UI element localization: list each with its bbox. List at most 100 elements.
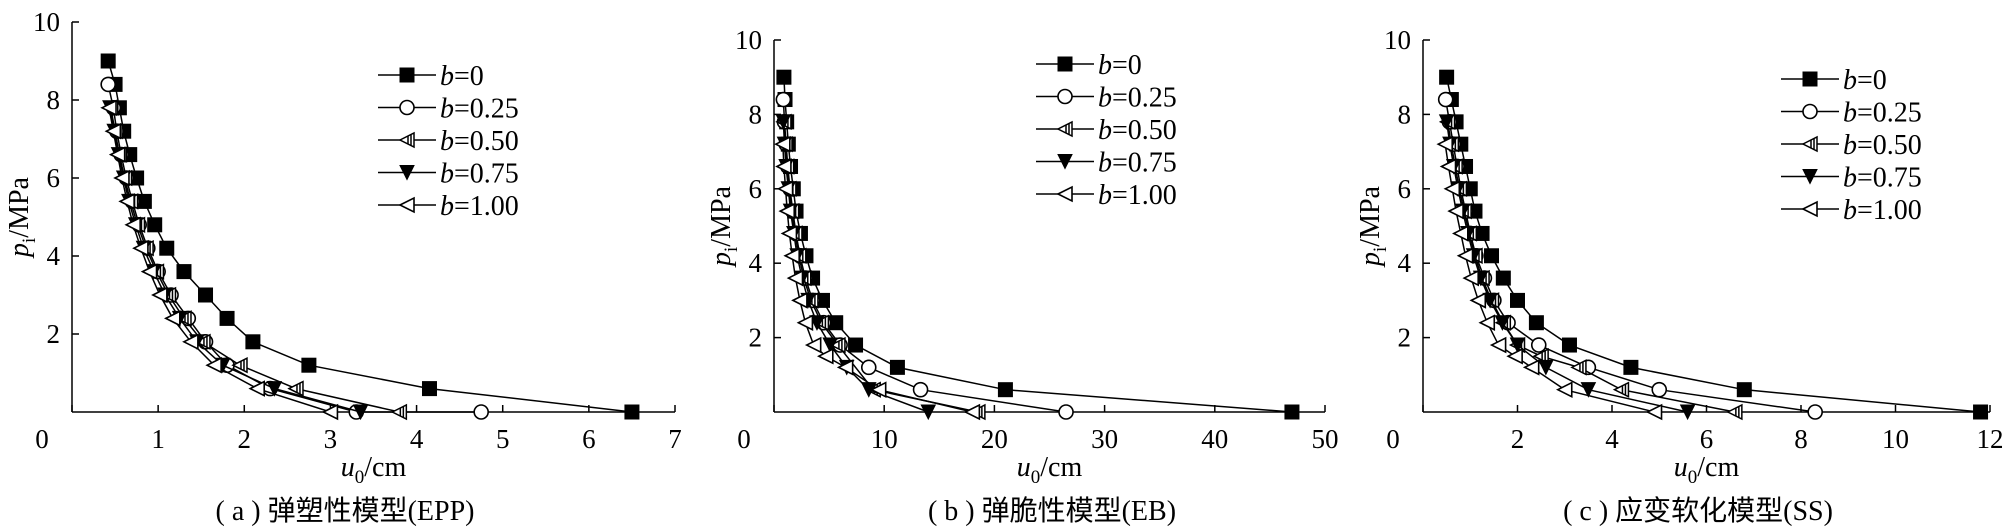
- legend-label: b=0.25: [1098, 83, 1177, 114]
- legend-entry: b=0: [1781, 65, 1887, 96]
- x-tick-label: 0: [1386, 424, 1400, 454]
- x-tick-label: 7: [668, 424, 682, 454]
- data-point: [963, 403, 981, 421]
- data-point: [100, 99, 117, 117]
- x-tick-label: 30: [1091, 424, 1118, 454]
- data-point: [1580, 382, 1597, 398]
- x-tick-label: 40: [1201, 424, 1228, 454]
- data-point: [1439, 69, 1455, 85]
- data-point: [1478, 314, 1496, 332]
- data-point: [1469, 292, 1487, 309]
- data-point: [108, 146, 126, 163]
- data-point: [1807, 404, 1823, 420]
- legend-label: b=1.00: [1098, 180, 1177, 211]
- data-point: [473, 404, 489, 420]
- legend-label: b=0: [1843, 65, 1887, 96]
- data-point: [1284, 404, 1300, 420]
- x-tick-label: 2: [1511, 424, 1525, 454]
- x-tick-label: 4: [410, 424, 424, 454]
- data-point: [829, 336, 846, 354]
- legend-entry: b=0.25: [1036, 83, 1177, 114]
- data-point: [817, 347, 834, 365]
- y-tick-label: 6: [47, 163, 61, 193]
- legend-marker: [1802, 169, 1818, 185]
- y-axis-label: pi/MPa: [4, 176, 40, 259]
- data-point: [1522, 359, 1540, 376]
- data-point: [822, 337, 839, 354]
- y-tick-label: 6: [749, 174, 763, 204]
- data-point: [1484, 248, 1500, 264]
- x-tick-label: 5: [496, 424, 510, 454]
- legend-entry: b=0.50: [378, 126, 519, 157]
- panel-caption: ( b ) 弹脆性模型(EB): [928, 495, 1176, 527]
- data-point: [848, 337, 864, 353]
- data-point: [783, 247, 800, 265]
- data-point: [176, 264, 192, 280]
- legend-marker: [1056, 120, 1073, 138]
- y-tick-label: 2: [1398, 323, 1412, 353]
- data-point: [104, 122, 122, 140]
- data-point: [1482, 292, 1498, 309]
- series-b=1.00: [774, 135, 981, 421]
- panel-caption: ( c ) 应变软化模型(SS): [1563, 495, 1833, 527]
- y-tick-label: 10: [33, 7, 60, 37]
- x-tick-label: 6: [1700, 424, 1714, 454]
- series-b=1.00: [1436, 135, 1663, 421]
- data-point: [889, 359, 905, 375]
- x-tick-label: 0: [35, 424, 49, 454]
- data-point: [1530, 337, 1547, 353]
- legend-entry: b=1.00: [378, 191, 519, 222]
- panel-c: 0 2 4 6 8 10 12 2 4 6 8 10 pi/MPa u0/cm ( c ) 应变软化模型(S…: [1355, 25, 2004, 527]
- series-line: [783, 121, 979, 413]
- legend-marker: [398, 131, 415, 149]
- data-point: [245, 334, 261, 350]
- x-tick-label: 10: [1882, 424, 1909, 454]
- data-point: [1438, 114, 1455, 130]
- x-tick-label: 0: [737, 424, 751, 454]
- series-b=0.25: [775, 91, 1074, 420]
- legend-entry: b=1.00: [1781, 195, 1922, 226]
- data-point: [1612, 381, 1630, 398]
- data-point: [198, 287, 214, 303]
- data-point: [1452, 225, 1469, 242]
- data-point: [219, 310, 235, 326]
- x-axis-label: u0/cm: [1674, 452, 1740, 488]
- data-point: [1058, 404, 1074, 420]
- legend-label: b=0: [440, 61, 484, 92]
- data-point: [248, 380, 266, 397]
- data-point: [1623, 359, 1639, 375]
- data-point: [352, 404, 369, 421]
- legend-marker: [1057, 88, 1073, 105]
- panel-b: 0 10 20 30 40 50 2 4 6 8 10 pi/MPa u0/cm ( b ) 弹脆性模型(…: [706, 25, 1339, 527]
- data-point: [421, 381, 437, 397]
- y-axis-label: pi/MPa: [1355, 185, 1391, 268]
- data-point: [1509, 337, 1526, 354]
- data-point: [775, 158, 792, 175]
- legend-entry: b=0.25: [1781, 98, 1922, 129]
- legend-entry: b=0: [1036, 50, 1142, 81]
- legend-marker: [1057, 56, 1073, 72]
- panel-caption: ( a ) 弹塑性模型(EPP): [216, 495, 475, 527]
- panel-a: 0 1 2 3 4 5 6 7 2 4 6 8 10 pi/MPa u0/cm ( a ) 弹塑性模型(EPP…: [4, 7, 682, 527]
- data-point: [151, 286, 168, 304]
- data-point: [776, 69, 792, 85]
- legend-marker: [399, 165, 415, 181]
- legend-label: b=0.75: [1098, 148, 1177, 179]
- data-point: [1439, 158, 1457, 175]
- x-tick-label: 3: [324, 424, 338, 454]
- data-point: [1651, 381, 1668, 398]
- series-b=0.75: [102, 100, 369, 421]
- series-line: [783, 77, 1292, 413]
- x-tick-label: 20: [981, 424, 1008, 454]
- data-point: [809, 315, 825, 331]
- data-point: [1437, 91, 1454, 108]
- y-axis-label: pi/MPa: [706, 185, 742, 268]
- series-b=0.75: [1438, 114, 1696, 421]
- legend-entry: b=1.00: [1036, 180, 1177, 211]
- y-tick-label: 10: [1384, 25, 1411, 55]
- data-point: [780, 225, 798, 242]
- legend-entry: b=0: [378, 61, 484, 92]
- legend-marker: [1801, 135, 1818, 153]
- legend-marker: [1801, 200, 1818, 218]
- legend-entry: b=0.75: [1036, 148, 1177, 179]
